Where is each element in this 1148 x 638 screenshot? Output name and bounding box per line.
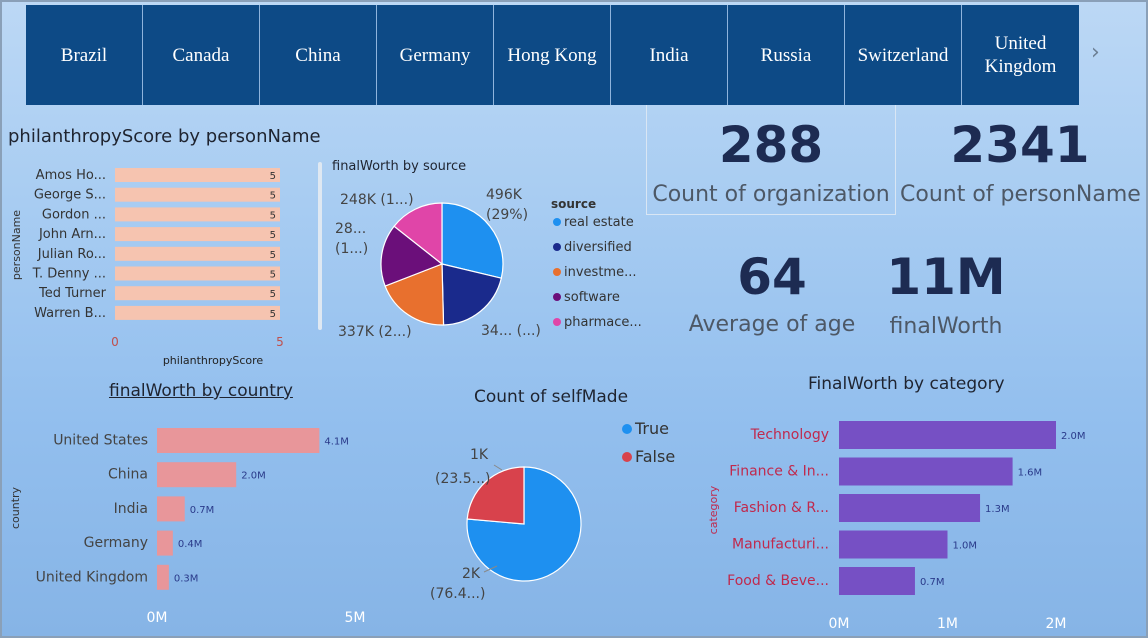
kpi-avg-age-label: Average of age xyxy=(688,312,856,337)
kpi-org-count-label: Count of organization xyxy=(652,182,890,207)
kpi-person-count-value: 2341 xyxy=(950,116,1090,174)
philanthropy-chart-title: philanthropyScore by personName xyxy=(8,126,321,147)
category-chart-title: FinalWorth by category xyxy=(808,374,1005,394)
slicer-tile-united-kingdom[interactable]: United Kingdom xyxy=(962,5,1079,105)
slicer-tile-china[interactable]: China xyxy=(260,5,377,105)
slicer-tile-brazil[interactable]: Brazil xyxy=(26,5,143,105)
kpi-org-count-value: 288 xyxy=(718,116,824,174)
kpi-person-count-label: Count of personName xyxy=(900,182,1141,207)
slicer-tile-switzerland[interactable]: Switzerland xyxy=(845,5,962,105)
chart-scrollbar[interactable] xyxy=(318,162,322,330)
kpi-avg-age-value: 64 xyxy=(737,248,807,306)
country-slicer: Brazil Canada China Germany Hong Kong In… xyxy=(26,5,1079,105)
kpi-card-organization[interactable] xyxy=(646,105,896,215)
kpi-final-worth-label: finalWorth xyxy=(889,314,1003,339)
slicer-tile-hong-kong[interactable]: Hong Kong xyxy=(494,5,611,105)
slicer-tile-germany[interactable]: Germany xyxy=(377,5,494,105)
kpi-final-worth-value: 11M xyxy=(886,248,1006,306)
source-chart-title: finalWorth by source xyxy=(332,159,467,174)
selfmade-chart-title: Count of selfMade xyxy=(474,387,629,407)
chevron-right-icon[interactable]: › xyxy=(1091,40,1100,65)
country-chart-title: finalWorth by country xyxy=(109,381,293,401)
slicer-tile-russia[interactable]: Russia xyxy=(728,5,845,105)
slicer-tile-canada[interactable]: Canada xyxy=(143,5,260,105)
slicer-tile-india[interactable]: India xyxy=(611,5,728,105)
